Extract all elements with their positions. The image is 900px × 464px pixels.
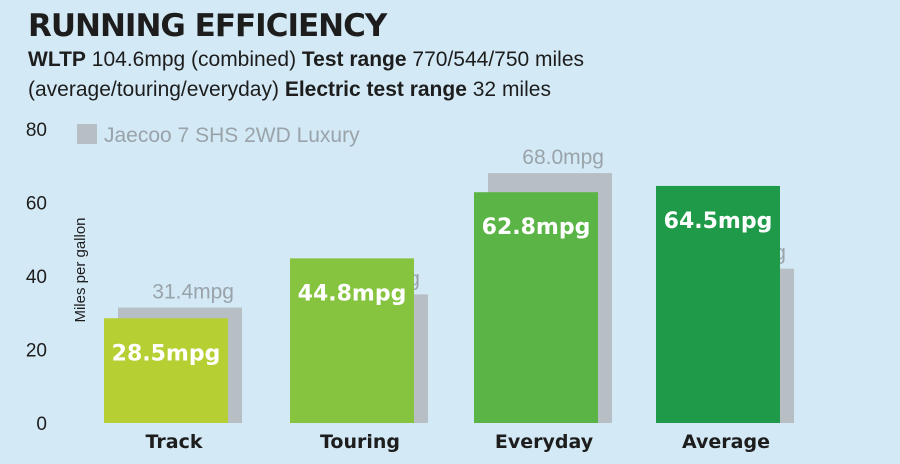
legend-swatch <box>77 124 97 144</box>
y-tick-label: 60 <box>26 194 47 215</box>
bar-group-everyday: 68.0mpg 62.8mpg Everyday <box>474 146 612 453</box>
bars: 31.4mpg28.5mpgTrack35.0mpg44.8mpgTouring… <box>104 146 794 453</box>
spec-line-2: (average/touring/everyday) Electric test… <box>28 76 888 104</box>
test-range-note: (average/touring/everyday) <box>28 78 279 101</box>
y-tick-label: 0 <box>36 414 47 435</box>
y-axis-label: Miles per gallon <box>72 217 89 322</box>
electric-range-value: 32 miles <box>472 78 551 101</box>
y-tick-label: 40 <box>26 267 47 288</box>
bar-group-track: 31.4mpg 28.5mpg Track <box>104 281 242 453</box>
bar-value-label: 62.8mpg <box>482 215 591 240</box>
electric-range-label: Electric test range <box>284 78 467 101</box>
reference-value-label: 31.4mpg <box>152 281 234 304</box>
chart-title: RUNNING EFFICIENCY <box>28 8 387 44</box>
category-label: Everyday <box>495 431 594 453</box>
y-tick-label: 20 <box>26 341 47 362</box>
y-tick-label: 80 <box>26 120 47 141</box>
spec-line-1: WLTP 104.6mpg (combined) Test range 770/… <box>28 46 888 74</box>
bar-value-label: 64.5mpg <box>664 209 773 234</box>
reference-value-label: 68.0mpg <box>522 146 604 169</box>
test-range-label: Test range <box>301 48 407 71</box>
bar-value-label: 28.5mpg <box>112 341 221 366</box>
category-label: Track <box>146 431 203 453</box>
value-bar <box>656 185 780 423</box>
legend: Jaecoo 7 SHS 2WD Luxury <box>77 124 360 147</box>
y-axis: 0 20 40 60 80 Miles per gallon <box>26 120 89 435</box>
value-bar <box>474 192 598 423</box>
category-label: Touring <box>320 431 400 453</box>
test-range-value: 770/544/750 miles <box>412 48 585 71</box>
wltp-value: 104.6mpg (combined) <box>91 48 297 71</box>
value-bar <box>104 318 228 423</box>
wltp-label: WLTP <box>28 48 86 71</box>
value-bar <box>290 258 414 423</box>
legend-label: Jaecoo 7 SHS 2WD Luxury <box>104 124 360 147</box>
category-label: Average <box>682 431 770 453</box>
bar-value-label: 44.8mpg <box>298 281 407 306</box>
